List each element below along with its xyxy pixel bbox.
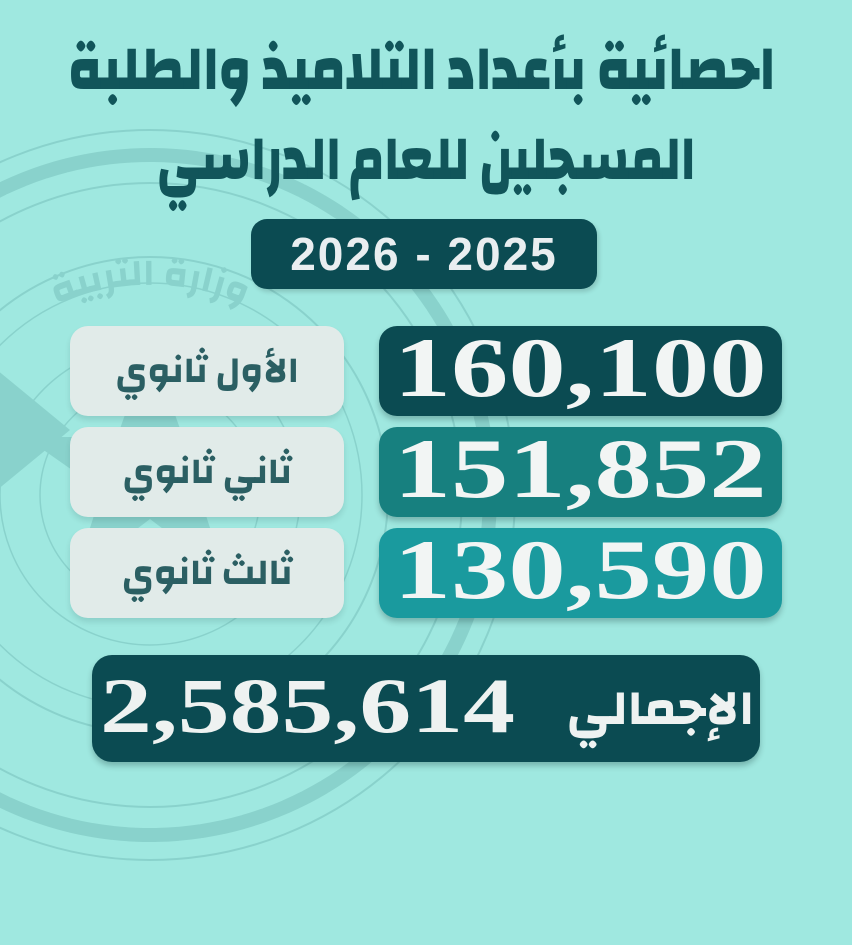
svg-text:وزارة التربية: وزارة التربية bbox=[40, 239, 261, 327]
